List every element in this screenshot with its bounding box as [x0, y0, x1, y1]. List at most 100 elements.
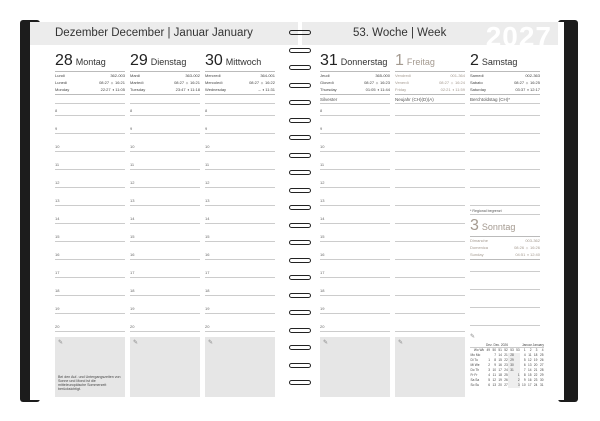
hour-slot[interactable] [395, 196, 465, 206]
day-info-row: Sunday 04:51 ◑ 12:40 [470, 252, 540, 257]
month-title: Dezember December | Januar January [55, 27, 253, 39]
spiral-ring [289, 345, 311, 350]
hour-slot[interactable]: 8 [320, 106, 390, 116]
hour-slot[interactable] [395, 124, 465, 134]
hour-slot[interactable] [470, 124, 540, 134]
hour-slot[interactable]: 16 [55, 250, 125, 260]
hour-slot[interactable]: 20 [55, 322, 125, 332]
hour-slot[interactable] [470, 298, 540, 308]
hour-slot[interactable]: 10 [130, 142, 200, 152]
hour-slot[interactable]: 15 [55, 232, 125, 242]
hour-slot[interactable]: 13 [320, 196, 390, 206]
hour-slot[interactable] [395, 304, 465, 314]
hour-slot[interactable]: 17 [205, 268, 275, 278]
hour-slot[interactable]: 18 [130, 286, 200, 296]
hour-slot[interactable] [470, 262, 540, 272]
hour-slot[interactable] [395, 286, 465, 296]
hour-slot[interactable]: 17 [55, 268, 125, 278]
hour-slot[interactable]: 19 [55, 304, 125, 314]
hour-slot[interactable]: 14 [320, 214, 390, 224]
day-name: Donnerstag [340, 57, 388, 67]
hour-slot[interactable]: 19 [130, 304, 200, 314]
hour-slot[interactable]: 12 [55, 178, 125, 188]
hour-slot[interactable] [470, 160, 540, 170]
day-info-row: Mercredi 364-001 [205, 73, 275, 78]
hour-slot[interactable]: 10 [205, 142, 275, 152]
notes-box[interactable]: ✎ [205, 337, 275, 397]
hour-slot[interactable]: 8 [205, 106, 275, 116]
hour-slot[interactable]: 18 [320, 286, 390, 296]
hour-slot[interactable]: 12 [320, 178, 390, 188]
day-info-row: Lundi 362-003 [55, 73, 125, 78]
hour-slot[interactable]: 17 [130, 268, 200, 278]
hour-slot[interactable]: 16 [320, 250, 390, 260]
day-info-row: Vendredi 001-364 [395, 73, 465, 78]
hour-slot[interactable]: 15 [130, 232, 200, 242]
day-note[interactable]: Berchtoldstag (CH)* [470, 95, 540, 104]
hour-slot[interactable]: 14 [55, 214, 125, 224]
hour-slot[interactable]: 12 [205, 178, 275, 188]
hour-slot[interactable] [470, 280, 540, 290]
hour-slot[interactable]: 11 [55, 160, 125, 170]
hour-slot[interactable]: 10 [320, 142, 390, 152]
hour-slot[interactable] [470, 196, 540, 206]
hour-slot[interactable] [395, 322, 465, 332]
notes-box[interactable]: ✎ [395, 337, 465, 397]
hour-slot[interactable]: 10 [55, 142, 125, 152]
day-note[interactable] [55, 95, 125, 104]
hour-slot[interactable]: 8 [130, 106, 200, 116]
hour-slot[interactable]: 18 [55, 286, 125, 296]
day-note[interactable] [205, 95, 275, 104]
hour-slot[interactable]: 17 [320, 268, 390, 278]
hour-slot[interactable] [395, 106, 465, 116]
notes-box[interactable]: ✎ Bei den Auf- und Untergangszeiten von … [55, 337, 125, 397]
hour-slot[interactable] [395, 214, 465, 224]
hour-slot[interactable]: 14 [205, 214, 275, 224]
spiral-ring [289, 292, 311, 298]
day-column: 1 Freitag Vendredi 001-364 Venerdì 08:27 ☼ 1… [395, 52, 465, 332]
hour-slot[interactable]: 18 [205, 286, 275, 296]
hour-slot[interactable]: 14 [130, 214, 200, 224]
hour-slot[interactable] [395, 160, 465, 170]
hour-slot[interactable]: 20 [320, 322, 390, 332]
hour-slot[interactable]: 20 [205, 322, 275, 332]
day-info-row: Monday 22:27 ◑ 11:05 [55, 87, 125, 92]
hour-slot[interactable] [470, 142, 540, 152]
hour-slot[interactable] [395, 268, 465, 278]
hour-slot[interactable]: 9 [55, 124, 125, 134]
hour-slot[interactable]: 9 [205, 124, 275, 134]
hour-slot[interactable]: 13 [130, 196, 200, 206]
hour-slot[interactable]: 16 [205, 250, 275, 260]
hour-slot[interactable]: 19 [205, 304, 275, 314]
hour-slot[interactable]: 11 [320, 160, 390, 170]
hour-slot[interactable]: 12 [130, 178, 200, 188]
hour-slot[interactable]: 15 [320, 232, 390, 242]
day-note[interactable] [130, 95, 200, 104]
hour-slot[interactable] [395, 232, 465, 242]
hour-slot[interactable] [470, 316, 540, 326]
hour-slot[interactable]: 19 [320, 304, 390, 314]
hour-slot[interactable]: 16 [130, 250, 200, 260]
hour-slot[interactable]: 13 [55, 196, 125, 206]
day-info-row: Venerdì 08:27 ☼ 16:24 [395, 80, 465, 85]
day-number: 28 [55, 52, 73, 69]
hour-slot[interactable]: 13 [205, 196, 275, 206]
hour-slot[interactable]: 8 [55, 106, 125, 116]
hour-slot[interactable] [395, 178, 465, 188]
hour-slot[interactable] [470, 106, 540, 116]
hour-slot[interactable] [470, 178, 540, 188]
notes-box[interactable]: ✎ [130, 337, 200, 397]
mini-calendar-header: Wo Wk 49 50 51 52 53 53 1 2 3 4 [473, 348, 544, 352]
hour-slot[interactable]: 11 [130, 160, 200, 170]
day-note[interactable]: Neujahr (CH)(D)(A) [395, 95, 465, 104]
hour-slot[interactable]: 11 [205, 160, 275, 170]
notes-box[interactable]: ✎ [320, 337, 390, 397]
hour-slot[interactable] [395, 142, 465, 152]
hour-slot[interactable]: 9 [130, 124, 200, 134]
hour-slot[interactable]: 9 [320, 124, 390, 134]
hour-slot[interactable]: 15 [205, 232, 275, 242]
day-note[interactable]: Silvester [320, 95, 390, 104]
hour-slot[interactable] [395, 250, 465, 260]
spiral-ring [289, 380, 311, 385]
hour-slot[interactable]: 20 [130, 322, 200, 332]
